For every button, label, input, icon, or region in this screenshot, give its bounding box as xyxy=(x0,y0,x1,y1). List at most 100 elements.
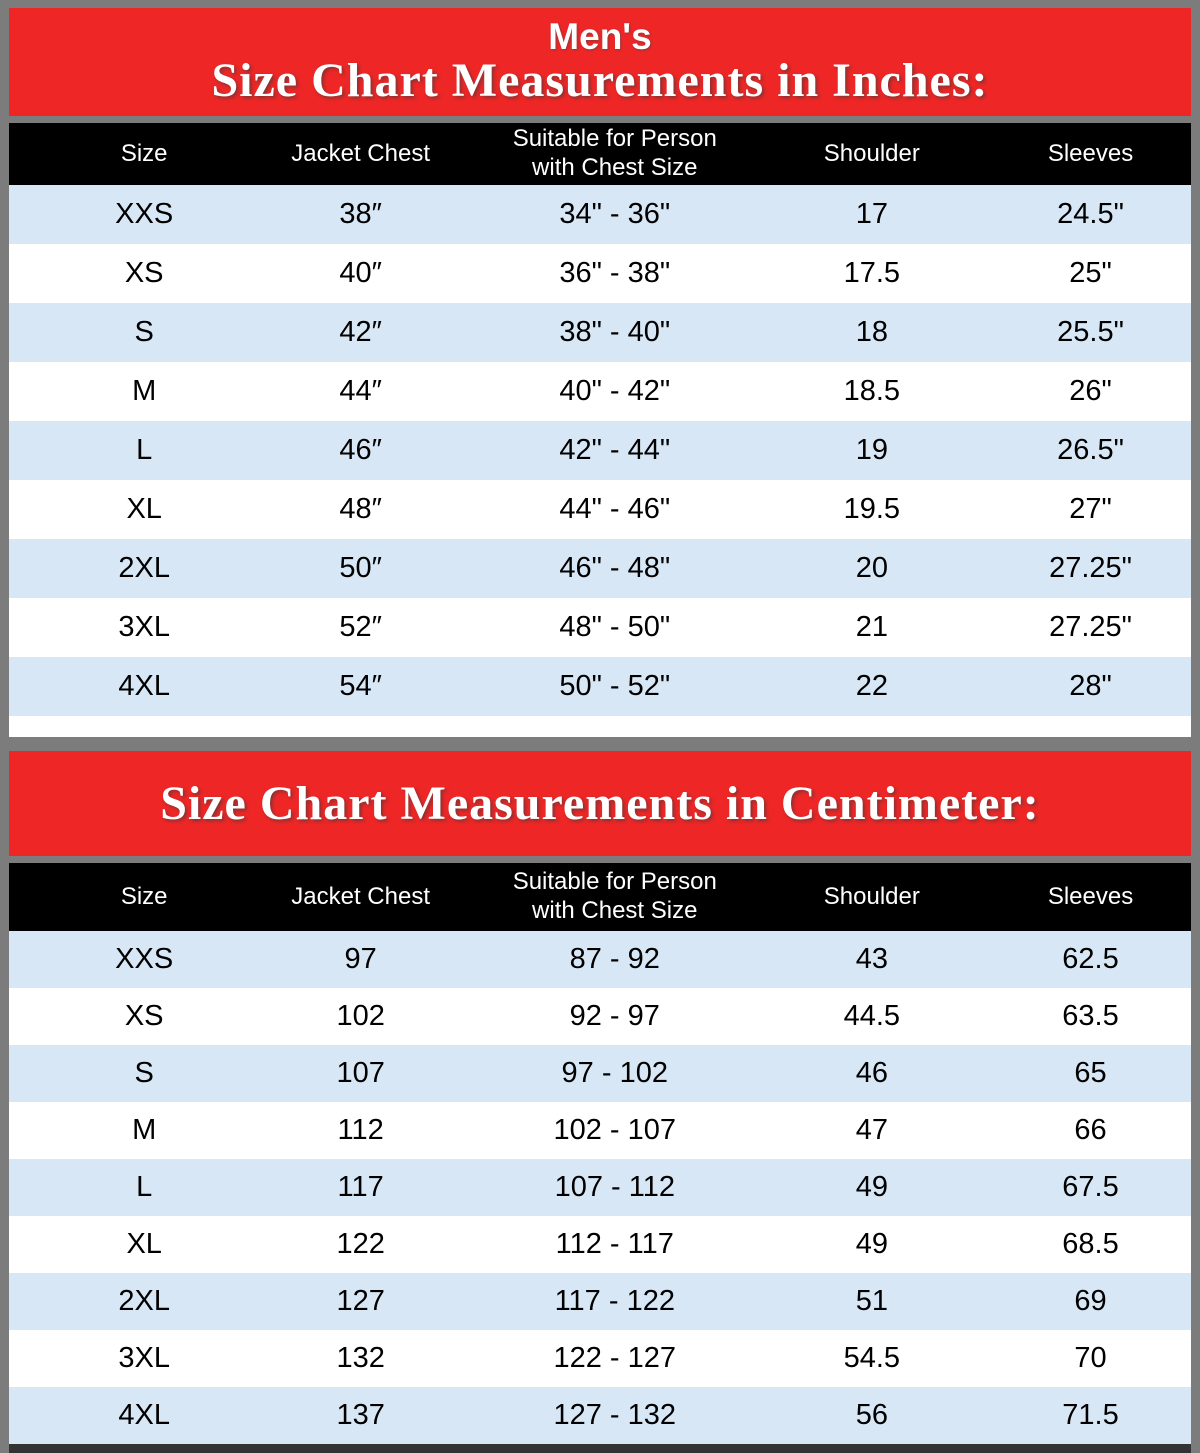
cell-jacket-chest: 107 xyxy=(245,1045,476,1102)
bottom-border-bar xyxy=(9,1444,1191,1453)
size-row-m: M 112 102 - 107 47 66 xyxy=(9,1102,1191,1159)
cell-chest-size-range: 107 - 112 xyxy=(475,1159,754,1216)
inches-banner-title: Size Chart Measurements in Inches: xyxy=(211,53,989,107)
cell-shoulder: 54.5 xyxy=(843,1342,901,1374)
cell-shoulder: 20 xyxy=(753,539,991,598)
cell-jacket-chest: 54″ xyxy=(245,657,476,716)
inches-size-table: Size Jacket Chest Suitable for Person with… xyxy=(9,123,1191,716)
cell-jacket-chest: 48″ xyxy=(339,493,382,525)
cell-chest-size-range: 112 - 117 xyxy=(555,1228,674,1260)
size-row-xxs: XXS 38″ 34" - 36" 17 24.5" xyxy=(9,185,1191,244)
cell-shoulder: 44.5 xyxy=(843,1000,901,1032)
cell-size: 4XL xyxy=(9,657,246,716)
size-row-l: L 117 107 - 112 49 67.5 xyxy=(9,1159,1191,1216)
cell-chest-size-range: 42" - 44" xyxy=(475,421,754,480)
inches-banner-pretitle: Men's xyxy=(548,15,652,57)
cell-sleeves: 67.5 xyxy=(990,1159,1191,1216)
cell-jacket-chest: 50″ xyxy=(245,539,476,598)
header-row: Size Jacket Chest Suitable for Person with… xyxy=(9,863,1191,931)
cell-chest-size-range: 97 - 102 xyxy=(475,1045,754,1102)
cell-sleeves: 68.5 xyxy=(1062,1228,1119,1260)
cell-size: 2XL xyxy=(9,1273,246,1330)
size-row-xl: XL 122 112 - 117 49 68.5 xyxy=(9,1216,1191,1273)
cell-jacket-chest: 132 xyxy=(336,1342,385,1374)
cell-jacket-chest: 40″ xyxy=(339,257,382,289)
centimeter-banner: Size Chart Measurements in Centimeter: xyxy=(9,751,1191,856)
inches-banner: Men's Size Chart Measurements in Inches: xyxy=(9,8,1191,116)
size-row-3xl: 3XL 132 122 - 127 54.5 70 xyxy=(9,1330,1191,1387)
cell-jacket-chest: 46″ xyxy=(245,421,476,480)
cell-chest-size-range: 48" - 50" xyxy=(559,611,671,643)
cell-size: XL xyxy=(126,493,162,525)
cell-shoulder: 18.5 xyxy=(843,375,901,407)
column-header-size: Size xyxy=(9,863,246,931)
size-row-2xl: 2XL 50″ 46" - 48" 20 27.25" xyxy=(9,539,1191,598)
cell-size: 4XL xyxy=(9,1387,246,1444)
cell-size: 3XL xyxy=(118,611,170,643)
cell-jacket-chest: 127 xyxy=(245,1273,476,1330)
cell-jacket-chest: 122 xyxy=(336,1228,385,1260)
cell-sleeves: 25.5" xyxy=(990,303,1191,362)
cell-jacket-chest: 42″ xyxy=(245,303,476,362)
cell-chest-size-range: 87 - 92 xyxy=(475,931,754,988)
cell-jacket-chest: 44″ xyxy=(339,375,382,407)
cell-chest-size-range: 38" - 40" xyxy=(475,303,754,362)
size-row-l: L 46″ 42" - 44" 19 26.5" xyxy=(9,421,1191,480)
size-row-m: M 44″ 40" - 42" 18.5 26" xyxy=(9,362,1191,421)
cell-jacket-chest: 38″ xyxy=(245,185,476,244)
cell-chest-size-range: 44" - 46" xyxy=(559,493,671,525)
cell-shoulder: 43 xyxy=(753,931,991,988)
cell-sleeves: 25" xyxy=(1069,257,1112,289)
column-header-shoulder: Shoulder xyxy=(753,123,991,185)
cell-shoulder: 47 xyxy=(855,1114,888,1146)
cell-sleeves: 69 xyxy=(990,1273,1191,1330)
cell-size: XS xyxy=(124,257,164,289)
cell-size: L xyxy=(9,1159,246,1216)
cell-shoulder: 51 xyxy=(753,1273,991,1330)
cell-size: M xyxy=(132,1114,157,1146)
cell-shoulder: 21 xyxy=(855,611,888,643)
cell-jacket-chest: 102 xyxy=(336,1000,385,1032)
size-row-xs: XS 40″ 36" - 38" 17.5 25" xyxy=(9,244,1191,303)
cell-size: XXS xyxy=(9,931,246,988)
cell-size: L xyxy=(9,421,246,480)
cell-shoulder: 56 xyxy=(753,1387,991,1444)
cell-chest-size-range: 122 - 127 xyxy=(553,1342,677,1374)
cell-size: M xyxy=(132,375,157,407)
size-row-4xl: 4XL 54″ 50" - 52" 22 28" xyxy=(9,657,1191,716)
header-row: Size Jacket Chest Suitable for Person with… xyxy=(9,123,1191,185)
size-row-2xl: 2XL 127 117 - 122 51 69 xyxy=(9,1273,1191,1330)
size-row-xxs: XXS 97 87 - 92 43 62.5 xyxy=(9,931,1191,988)
cell-shoulder: 49 xyxy=(753,1159,991,1216)
cell-chest-size-range: 50" - 52" xyxy=(475,657,754,716)
column-header-sleeves: Sleeves xyxy=(990,123,1191,185)
cell-sleeves: 27.25" xyxy=(990,539,1191,598)
cell-size: XXS xyxy=(9,185,246,244)
cell-chest-size-range: 117 - 122 xyxy=(475,1273,754,1330)
column-header-jacket-chest: Jacket Chest xyxy=(245,123,476,185)
cell-jacket-chest: 97 xyxy=(245,931,476,988)
cell-shoulder: 18 xyxy=(753,303,991,362)
cell-chest-size-range: 40" - 42" xyxy=(559,375,671,407)
size-row-s: S 107 97 - 102 46 65 xyxy=(9,1045,1191,1102)
cell-size: S xyxy=(9,1045,246,1102)
column-header-shoulder: Shoulder xyxy=(753,863,991,931)
cell-size: XS xyxy=(124,1000,164,1032)
cell-sleeves: 71.5 xyxy=(990,1387,1191,1444)
cell-sleeves: 27.25" xyxy=(1049,611,1132,643)
cell-chest-size-range: 46" - 48" xyxy=(475,539,754,598)
cell-shoulder: 17.5 xyxy=(843,257,901,289)
cell-chest-size-range: 127 - 132 xyxy=(475,1387,754,1444)
cell-sleeves: 66 xyxy=(1074,1114,1107,1146)
centimeter-size-table: Size Jacket Chest Suitable for Person with… xyxy=(9,863,1191,1444)
cell-chest-size-range: 34" - 36" xyxy=(475,185,754,244)
column-header-chest-size-range: Suitable for Person with Chest Size xyxy=(475,863,754,931)
cell-jacket-chest: 137 xyxy=(245,1387,476,1444)
cell-sleeves: 70 xyxy=(1074,1342,1107,1374)
cell-jacket-chest: 112 xyxy=(337,1114,384,1146)
cell-sleeves: 27" xyxy=(1069,493,1112,525)
cell-size: XL xyxy=(126,1228,162,1260)
column-header-chest-size-range: Suitable for Person with Chest Size xyxy=(475,123,754,185)
cell-sleeves: 26" xyxy=(1069,375,1112,407)
